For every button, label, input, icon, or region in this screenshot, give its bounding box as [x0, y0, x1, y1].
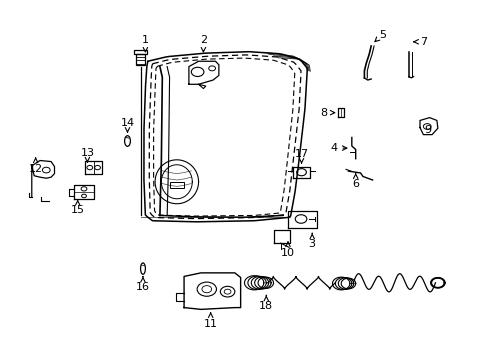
Text: 11: 11 [203, 313, 217, 329]
Text: 1: 1 [142, 35, 148, 52]
Text: 16: 16 [136, 276, 150, 292]
Text: 17: 17 [294, 149, 308, 163]
Text: 9: 9 [424, 125, 431, 135]
Text: 3: 3 [308, 233, 315, 249]
Text: 7: 7 [413, 37, 426, 47]
Text: 18: 18 [259, 295, 273, 311]
Text: 14: 14 [120, 118, 134, 132]
Text: 12: 12 [28, 158, 42, 174]
Bar [134, 50, 146, 54]
Text: 2: 2 [200, 35, 206, 52]
Bar [169, 183, 183, 188]
Text: 10: 10 [281, 242, 294, 258]
Text: 15: 15 [71, 199, 84, 215]
Text: 5: 5 [374, 30, 385, 42]
Text: 13: 13 [80, 148, 94, 162]
Text: 8: 8 [320, 108, 334, 118]
Text: 6: 6 [351, 173, 359, 189]
Text: 4: 4 [330, 143, 346, 153]
Bar [136, 54, 145, 65]
